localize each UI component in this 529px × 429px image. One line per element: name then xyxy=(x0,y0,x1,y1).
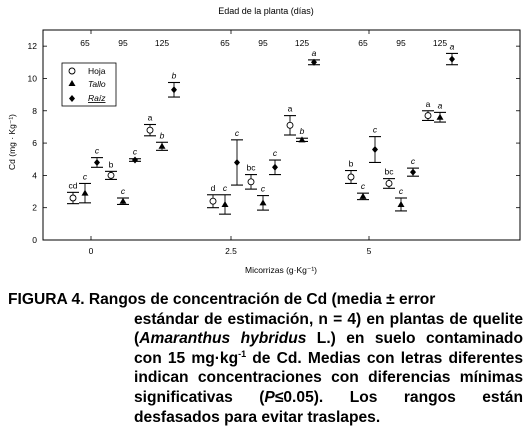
caption-text-c: L.) en suelo contaminado con 15 mg·kg xyxy=(134,330,523,367)
legend-raiz-label: Raíz xyxy=(88,93,106,103)
significance-letter: c xyxy=(235,128,240,138)
significance-letter: c xyxy=(373,125,378,135)
caption-superscript: -1 xyxy=(238,348,247,359)
significance-letter: c xyxy=(133,147,138,157)
significance-letter: c xyxy=(121,186,126,196)
raiz-point xyxy=(449,55,455,63)
raiz-point xyxy=(94,158,100,166)
age-label: 65 xyxy=(220,38,230,48)
age-label: 95 xyxy=(396,38,406,48)
raiz-point xyxy=(311,58,317,66)
hoja-point xyxy=(146,126,154,134)
caption-body: estándar de estimación, n = 4) en planta… xyxy=(8,310,523,428)
significance-letter: c xyxy=(95,146,100,156)
age-label: 95 xyxy=(258,38,268,48)
age-label: 125 xyxy=(295,38,309,48)
legend: Hoja Tallo Raíz xyxy=(61,62,117,107)
caption-first-line: FIGURA 4. Rangos de concentración de Cd … xyxy=(8,290,523,310)
caption-text-a: estándar de estimación, n = 4) en planta… xyxy=(134,310,523,348)
y-tick-label: 10 xyxy=(28,73,38,83)
raiz-point xyxy=(410,168,416,176)
significance-letter: c xyxy=(399,186,404,196)
y-tick-label: 8 xyxy=(32,106,37,116)
caption-label: FIGURA 4. xyxy=(8,291,85,308)
hoja-point xyxy=(347,173,355,181)
significance-letter: bc xyxy=(247,163,257,173)
tallo-point xyxy=(397,200,405,207)
significance-letter: a xyxy=(438,100,443,110)
tallo-point xyxy=(359,192,367,199)
y-tick-label: 2 xyxy=(32,203,37,213)
legend-tallo-label: Tallo xyxy=(88,79,106,89)
legend-raiz-marker xyxy=(69,95,75,102)
significance-letter: c xyxy=(273,148,278,158)
significance-letter: a xyxy=(288,104,293,114)
caption-text-f: ≤0.05). Los rangos están desfasados para… xyxy=(134,388,523,426)
x-tick-label: 0 xyxy=(89,246,94,256)
raiz-point xyxy=(171,86,177,94)
tallo-point xyxy=(298,136,306,143)
legend-hoja-label: Hoja xyxy=(88,66,106,76)
tallo-point xyxy=(119,197,127,204)
significance-letter: c xyxy=(361,181,366,191)
tallo-point xyxy=(81,189,89,196)
hoja-point xyxy=(385,180,393,187)
plot-frame xyxy=(42,29,521,241)
significance-letter: a xyxy=(426,99,431,109)
age-label: 65 xyxy=(80,38,90,48)
caption-text-d: de Cd. Medias con letras diferentes indi… xyxy=(134,349,523,406)
significance-letter: bc xyxy=(385,167,395,177)
significance-letter: a xyxy=(450,41,455,51)
significance-letter: c xyxy=(83,171,88,181)
tallo-point xyxy=(436,113,444,120)
tallo-point xyxy=(259,199,267,206)
age-label: 125 xyxy=(433,38,447,48)
tallo-point xyxy=(158,142,166,149)
significance-letter: a xyxy=(312,48,317,58)
hoja-point xyxy=(424,112,432,120)
y-tick-label: 0 xyxy=(32,235,37,245)
caption-p-symbol: P xyxy=(264,388,275,406)
y-tick-label: 4 xyxy=(32,170,37,180)
y-tick-label: 6 xyxy=(32,138,37,148)
significance-letter: d xyxy=(211,183,216,193)
significance-letter: b xyxy=(172,71,177,81)
legend-hoja-marker xyxy=(68,67,76,75)
y-tick-label: 12 xyxy=(28,41,38,51)
x-axis-title: Micorrizas (g·Kg⁻¹) xyxy=(245,265,317,275)
age-label: 125 xyxy=(155,38,169,48)
significance-letter: b xyxy=(160,130,165,140)
x-tick-label: 5 xyxy=(367,246,372,256)
hoja-point xyxy=(69,194,77,202)
y-axis-title: Cd (mg · Kg⁻¹) xyxy=(7,114,17,170)
tallo-point xyxy=(221,200,229,207)
significance-letter: c xyxy=(411,156,416,166)
caption-line1: Rangos de concentración de Cd (media ± e… xyxy=(88,291,436,308)
significance-letter: b xyxy=(349,159,354,169)
raiz-point xyxy=(234,158,240,166)
significance-letter: b xyxy=(109,159,114,169)
figure-caption: FIGURA 4. Rangos de concentración de Cd … xyxy=(8,290,523,427)
age-label: 95 xyxy=(118,38,128,48)
significance-letter: b xyxy=(300,126,305,136)
raiz-point xyxy=(132,156,138,164)
significance-letter: c xyxy=(223,183,228,193)
top-axis-title: Edad de la planta (días) xyxy=(218,6,314,16)
significance-letter: cd xyxy=(69,180,78,190)
legend-tallo-marker xyxy=(68,80,76,86)
caption-species: Amaranthus hybridus xyxy=(139,330,307,348)
hoja-point xyxy=(247,178,255,186)
raiz-point xyxy=(272,163,278,171)
cadmium-chart: Edad de la planta (días) 0 2 4 6 8 10 12 0 2.5 5 6… xyxy=(7,6,521,275)
x-tick-label: 2.5 xyxy=(225,246,237,256)
age-label: 65 xyxy=(358,38,368,48)
significance-letter: a xyxy=(148,113,153,123)
hoja-point xyxy=(286,121,294,129)
hoja-point xyxy=(209,197,217,205)
significance-letter: c xyxy=(261,184,266,194)
raiz-point xyxy=(372,146,378,154)
hoja-point xyxy=(107,171,115,179)
